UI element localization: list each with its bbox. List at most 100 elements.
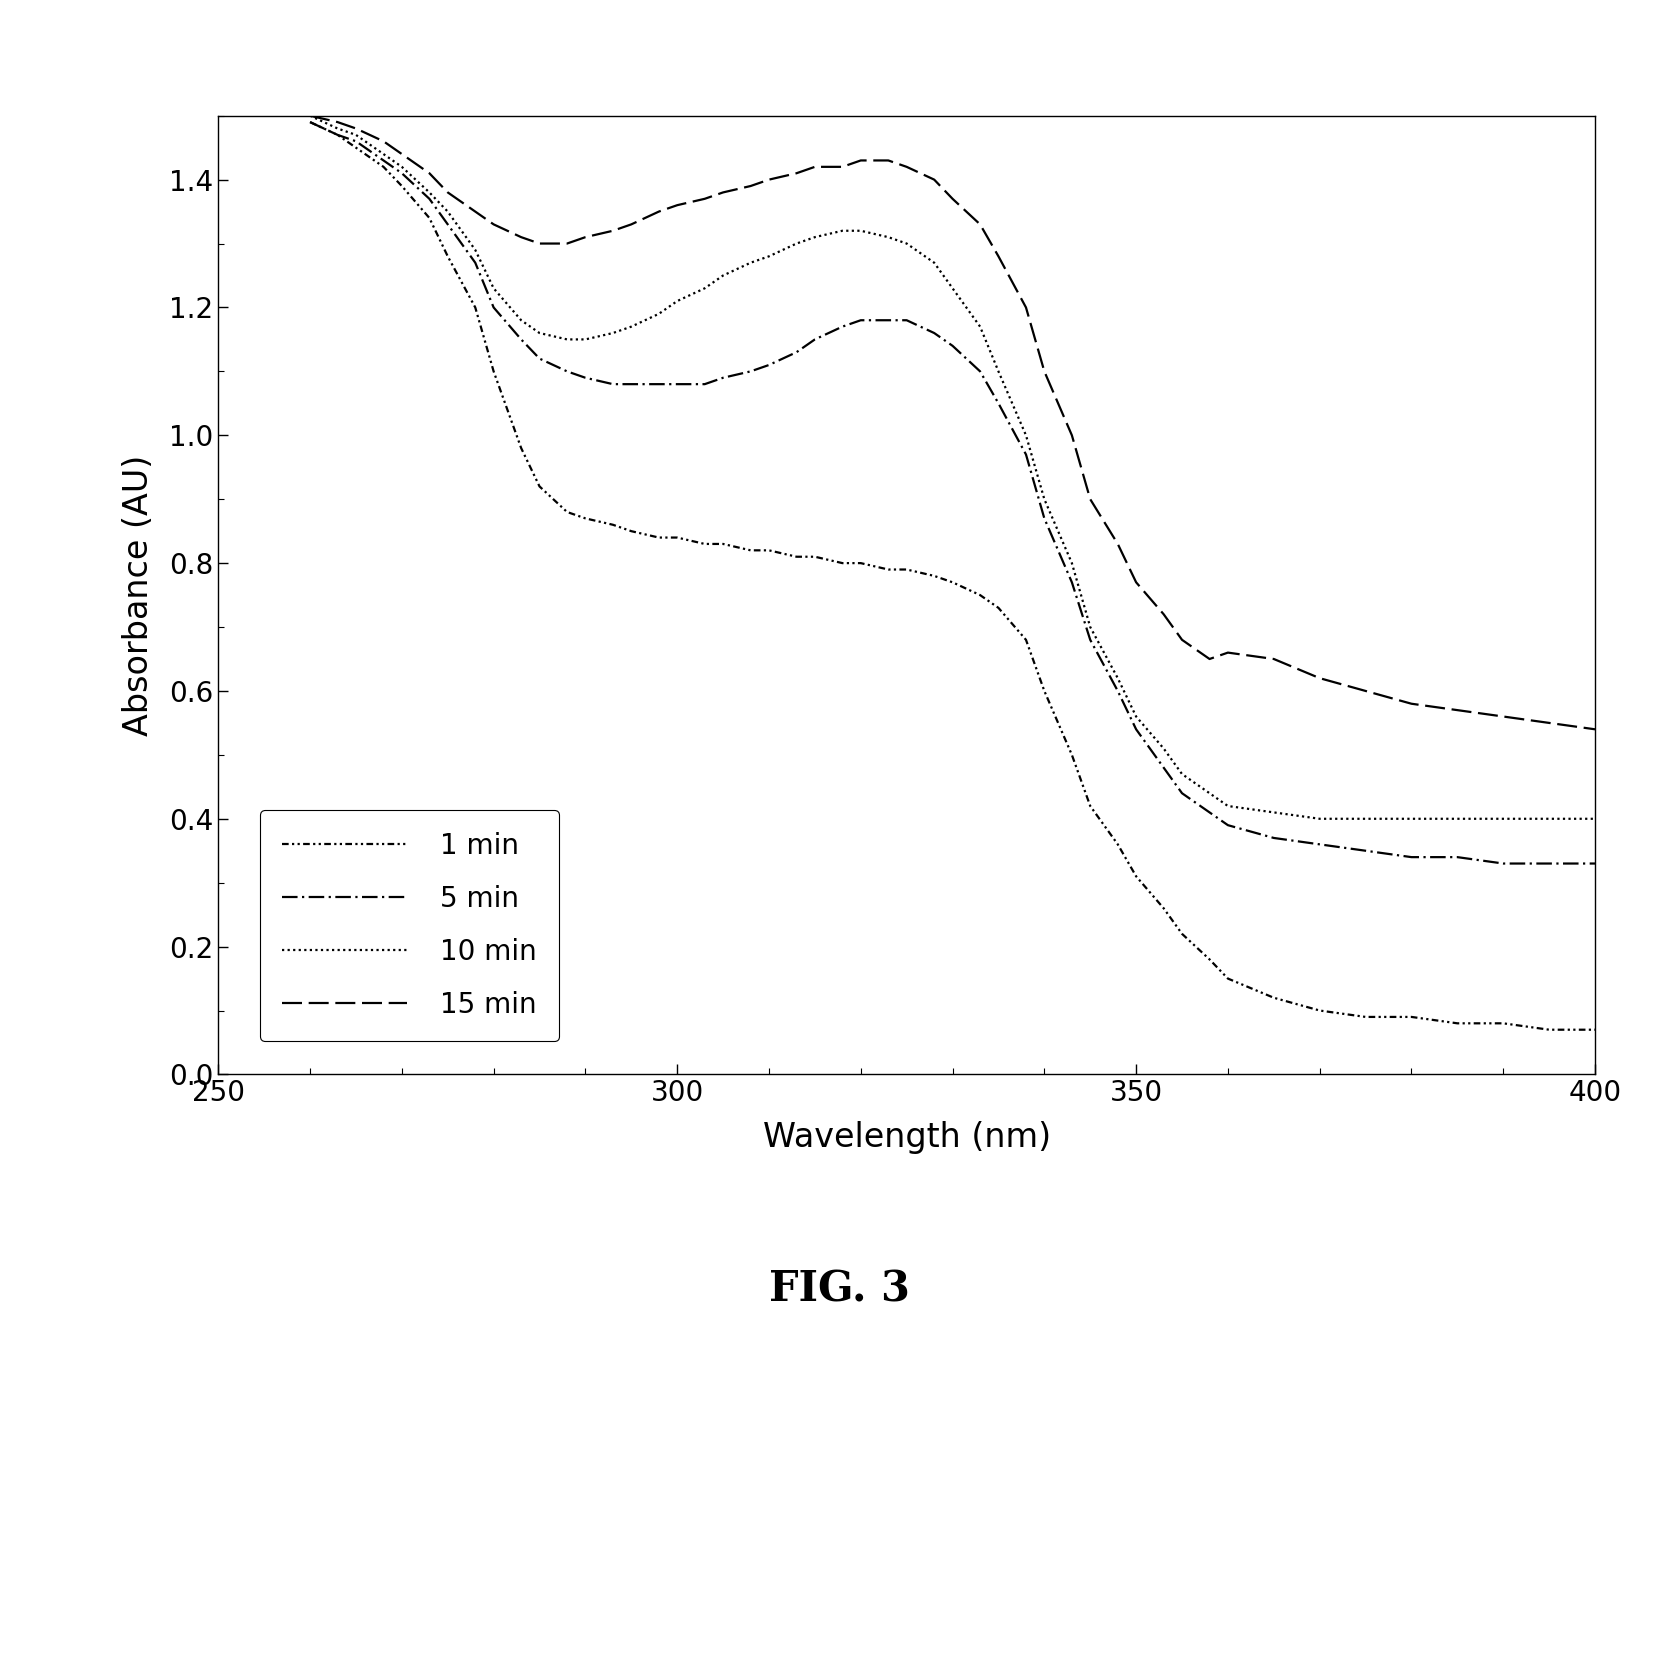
15 min: [621, 215, 641, 235]
15 min: [1153, 605, 1174, 625]
10 min: [851, 222, 871, 241]
15 min: [970, 215, 991, 235]
5 min: [897, 311, 917, 331]
Y-axis label: Absorbance (AU): Absorbance (AU): [123, 455, 154, 736]
10 min: [878, 226, 898, 246]
Line: 1 min: 1 min: [311, 122, 1595, 1030]
15 min: [786, 164, 806, 183]
1 min: [1016, 630, 1036, 650]
15 min: [529, 233, 549, 253]
1 min: [942, 572, 962, 592]
10 min: [786, 233, 806, 253]
1 min: [346, 137, 366, 157]
15 min: [1447, 701, 1467, 721]
5 min: [1447, 848, 1467, 868]
1 min: [603, 514, 623, 534]
5 min: [833, 317, 853, 337]
5 min: [346, 131, 366, 150]
5 min: [786, 342, 806, 362]
15 min: [878, 150, 898, 170]
10 min: [1034, 489, 1054, 509]
1 min: [695, 534, 715, 554]
1 min: [759, 541, 779, 560]
15 min: [648, 202, 668, 222]
5 min: [1264, 828, 1284, 848]
15 min: [1061, 425, 1081, 445]
1 min: [1355, 1007, 1375, 1027]
10 min: [714, 266, 734, 286]
15 min: [667, 195, 687, 215]
1 min: [1108, 835, 1128, 855]
10 min: [989, 362, 1009, 382]
5 min: [1199, 802, 1219, 822]
1 min: [851, 554, 871, 574]
10 min: [648, 304, 668, 324]
15 min: [346, 119, 366, 139]
15 min: [1172, 630, 1192, 650]
5 min: [1153, 757, 1174, 777]
1 min: [1493, 1013, 1513, 1033]
1 min: [1585, 1020, 1605, 1040]
15 min: [804, 157, 824, 177]
10 min: [301, 106, 321, 126]
15 min: [557, 233, 578, 253]
15 min: [833, 157, 853, 177]
5 min: [1310, 835, 1330, 855]
15 min: [1199, 650, 1219, 669]
1 min: [576, 509, 596, 529]
10 min: [942, 278, 962, 298]
5 min: [759, 355, 779, 375]
15 min: [373, 131, 393, 150]
1 min: [510, 438, 531, 458]
1 min: [1402, 1007, 1422, 1027]
5 min: [1080, 630, 1100, 650]
1 min: [391, 177, 411, 197]
10 min: [923, 253, 944, 273]
15 min: [1355, 681, 1375, 701]
5 min: [391, 164, 411, 183]
15 min: [1217, 643, 1237, 663]
15 min: [942, 188, 962, 208]
15 min: [1127, 572, 1147, 592]
1 min: [897, 560, 917, 580]
1 min: [301, 112, 321, 132]
5 min: [667, 374, 687, 393]
15 min: [740, 177, 761, 197]
10 min: [833, 222, 853, 241]
15 min: [420, 164, 440, 183]
10 min: [373, 144, 393, 164]
5 min: [1493, 853, 1513, 873]
10 min: [667, 291, 687, 311]
5 min: [1172, 784, 1192, 803]
5 min: [529, 349, 549, 369]
10 min: [1402, 808, 1422, 828]
1 min: [833, 554, 853, 574]
10 min: [465, 240, 485, 260]
1 min: [923, 565, 944, 585]
5 min: [557, 362, 578, 382]
5 min: [484, 298, 504, 317]
10 min: [1016, 425, 1036, 445]
10 min: [1355, 808, 1375, 828]
10 min: [1199, 784, 1219, 803]
10 min: [1127, 706, 1147, 726]
Legend: 1 min, 5 min, 10 min, 15 min: 1 min, 5 min, 10 min, 15 min: [260, 810, 559, 1041]
1 min: [557, 503, 578, 522]
5 min: [1402, 848, 1422, 868]
1 min: [465, 298, 485, 317]
1 min: [667, 527, 687, 547]
10 min: [420, 182, 440, 202]
15 min: [327, 112, 348, 132]
10 min: [529, 322, 549, 342]
5 min: [327, 126, 348, 145]
5 min: [621, 374, 641, 393]
10 min: [621, 317, 641, 337]
5 min: [648, 374, 668, 393]
1 min: [786, 547, 806, 567]
15 min: [1540, 712, 1560, 732]
15 min: [1016, 298, 1036, 317]
1 min: [1172, 924, 1192, 944]
15 min: [603, 222, 623, 241]
10 min: [1153, 739, 1174, 759]
10 min: [1585, 808, 1605, 828]
